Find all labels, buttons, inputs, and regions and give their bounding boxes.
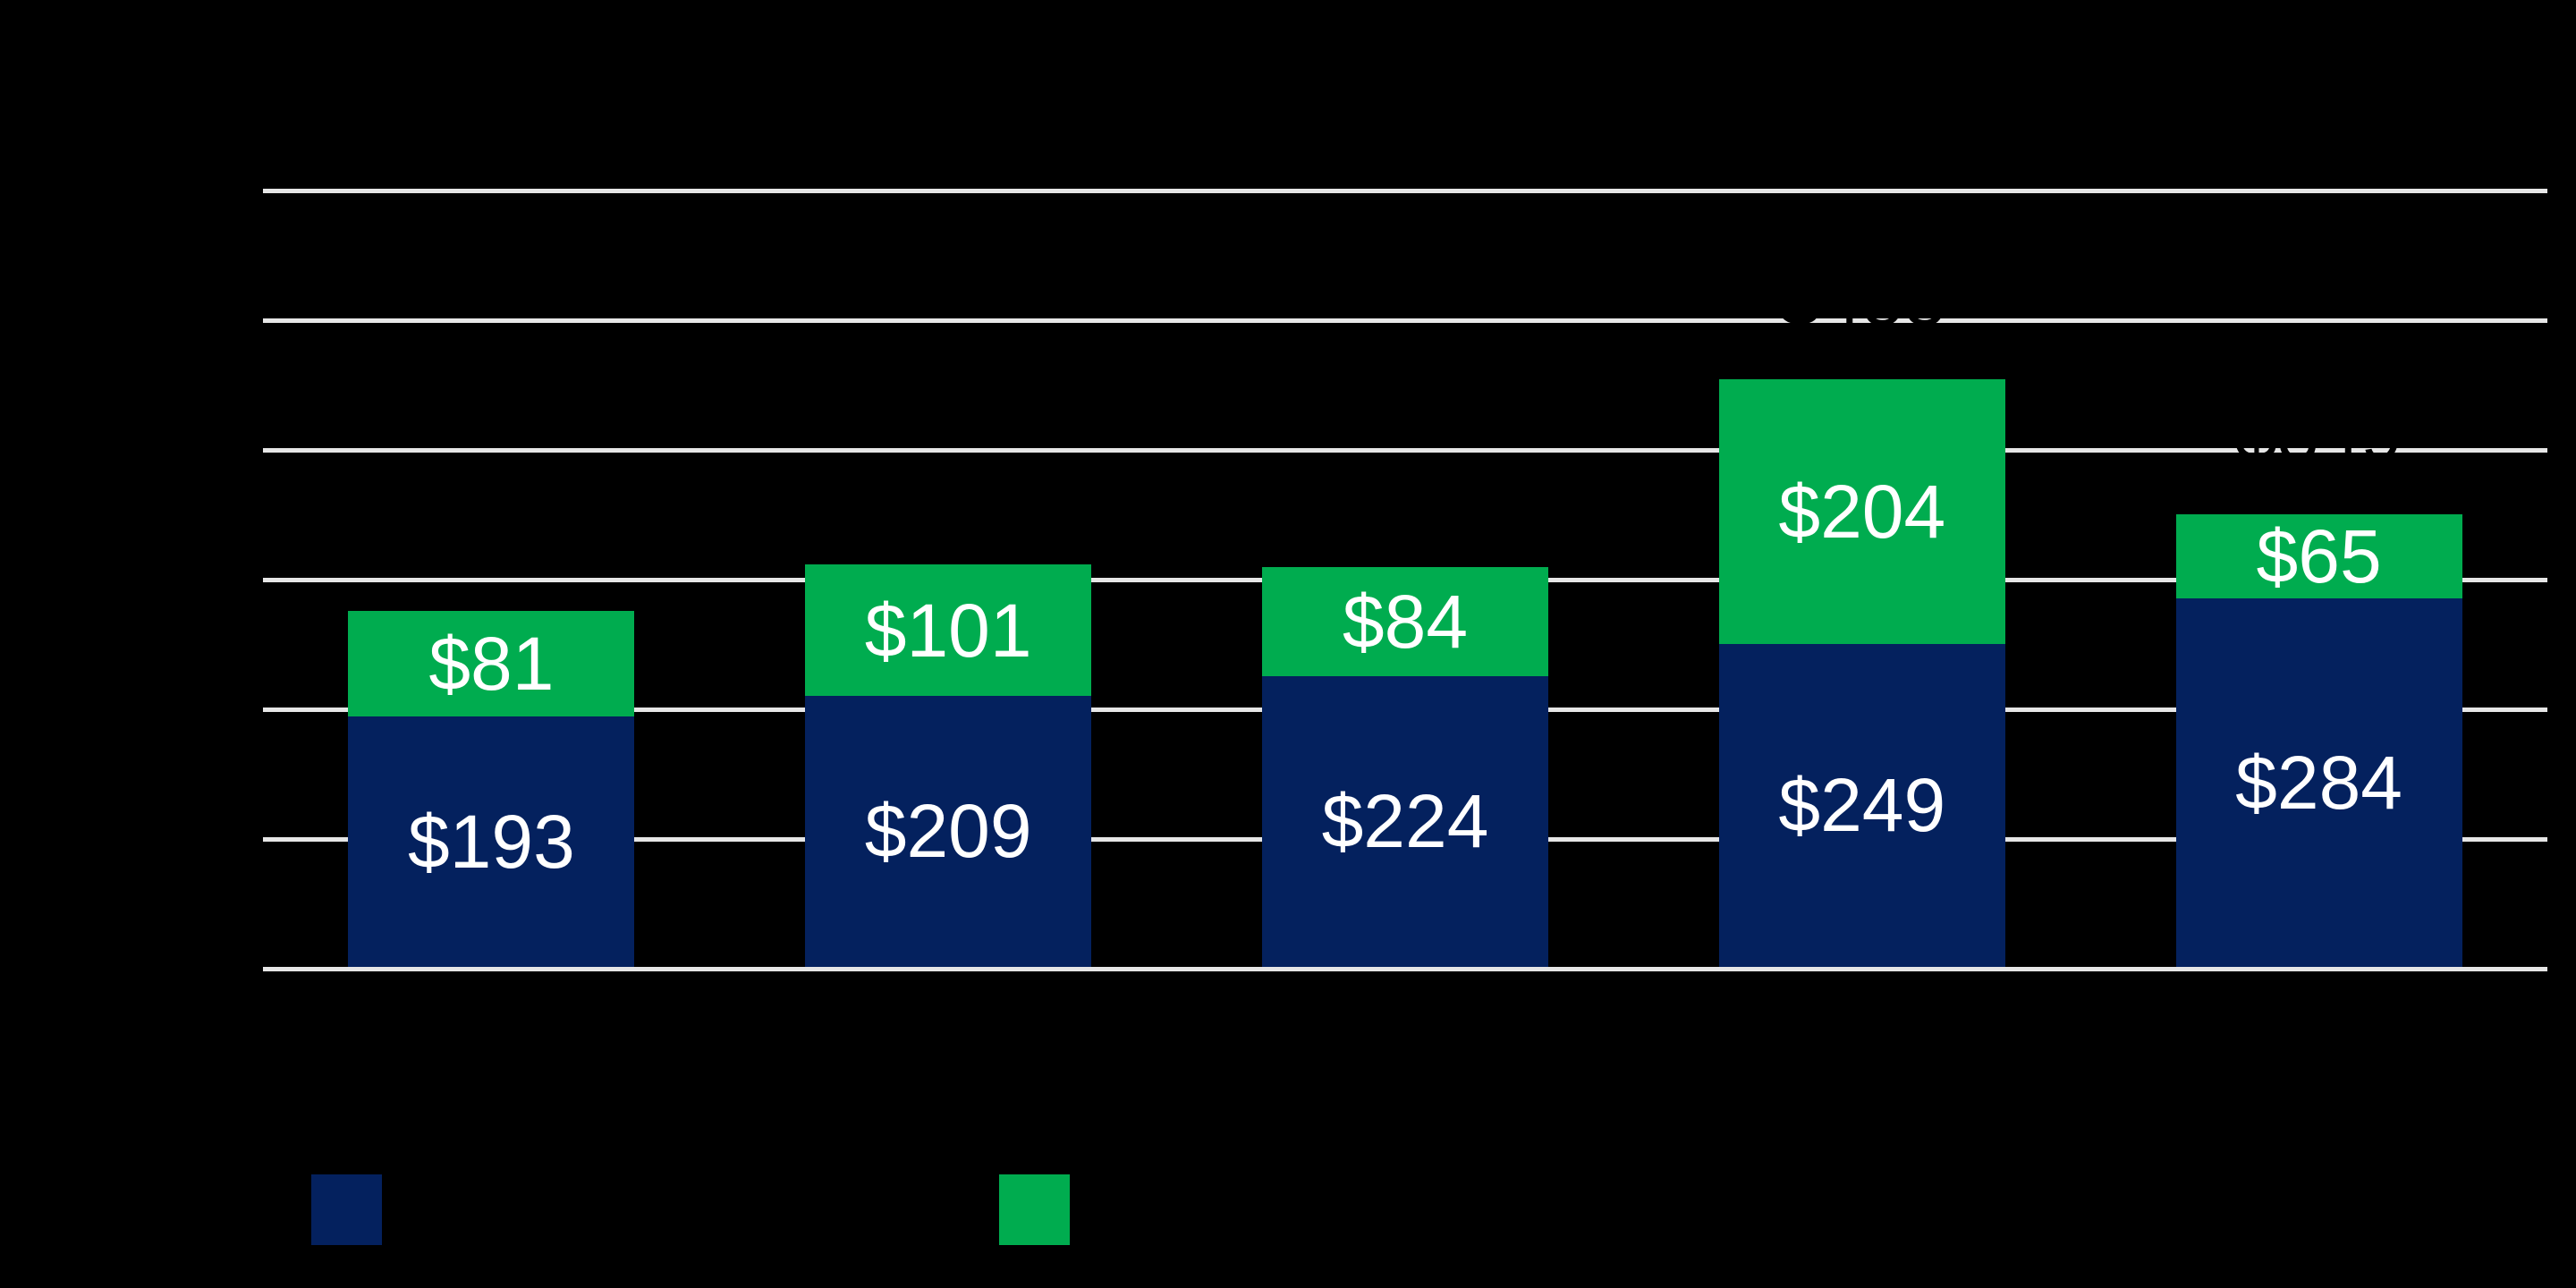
bar-5-green-value-label: $65 (2256, 513, 2382, 598)
bar-4-green-segment (1718, 378, 2005, 644)
bar-1-green-value-label: $81 (428, 622, 555, 707)
legend-swatch-navy (311, 1174, 382, 1245)
bar-4-green-value-label: $204 (1778, 469, 1946, 554)
bar-1-navy-segment (348, 716, 635, 967)
y-gridline-0 (263, 967, 2547, 971)
y-gridline-400 (263, 447, 2547, 453)
bar-5-total-label: $349 (2235, 391, 2403, 476)
bar-5-navy-segment (2175, 597, 2462, 967)
bar-3-navy-value-label: $224 (1321, 779, 1489, 864)
bar-3-green-segment (1262, 567, 1548, 676)
bar-2-green-segment (805, 564, 1092, 696)
bar-4-navy-segment (1718, 643, 2005, 967)
bar-2-navy-segment (805, 695, 1092, 967)
bar-5-navy-value-label: $284 (2235, 740, 2403, 825)
bar-3-green-value-label: $84 (1342, 580, 1469, 665)
y-gridline-600 (263, 188, 2547, 193)
bar-3-navy-segment (1262, 676, 1548, 967)
bar-2-navy-value-label: $209 (864, 789, 1032, 874)
bar-4-navy-value-label: $249 (1778, 763, 1946, 848)
legend-swatch-green (999, 1174, 1070, 1245)
bar-4-total-label: $453 (1778, 256, 1946, 341)
bar-1-navy-value-label: $193 (407, 799, 575, 884)
bar-1-green-segment (348, 611, 635, 716)
bar-2-green-value-label: $101 (864, 588, 1032, 673)
bar-5-green-segment (2175, 513, 2462, 598)
y-gridline-500 (263, 318, 2547, 323)
